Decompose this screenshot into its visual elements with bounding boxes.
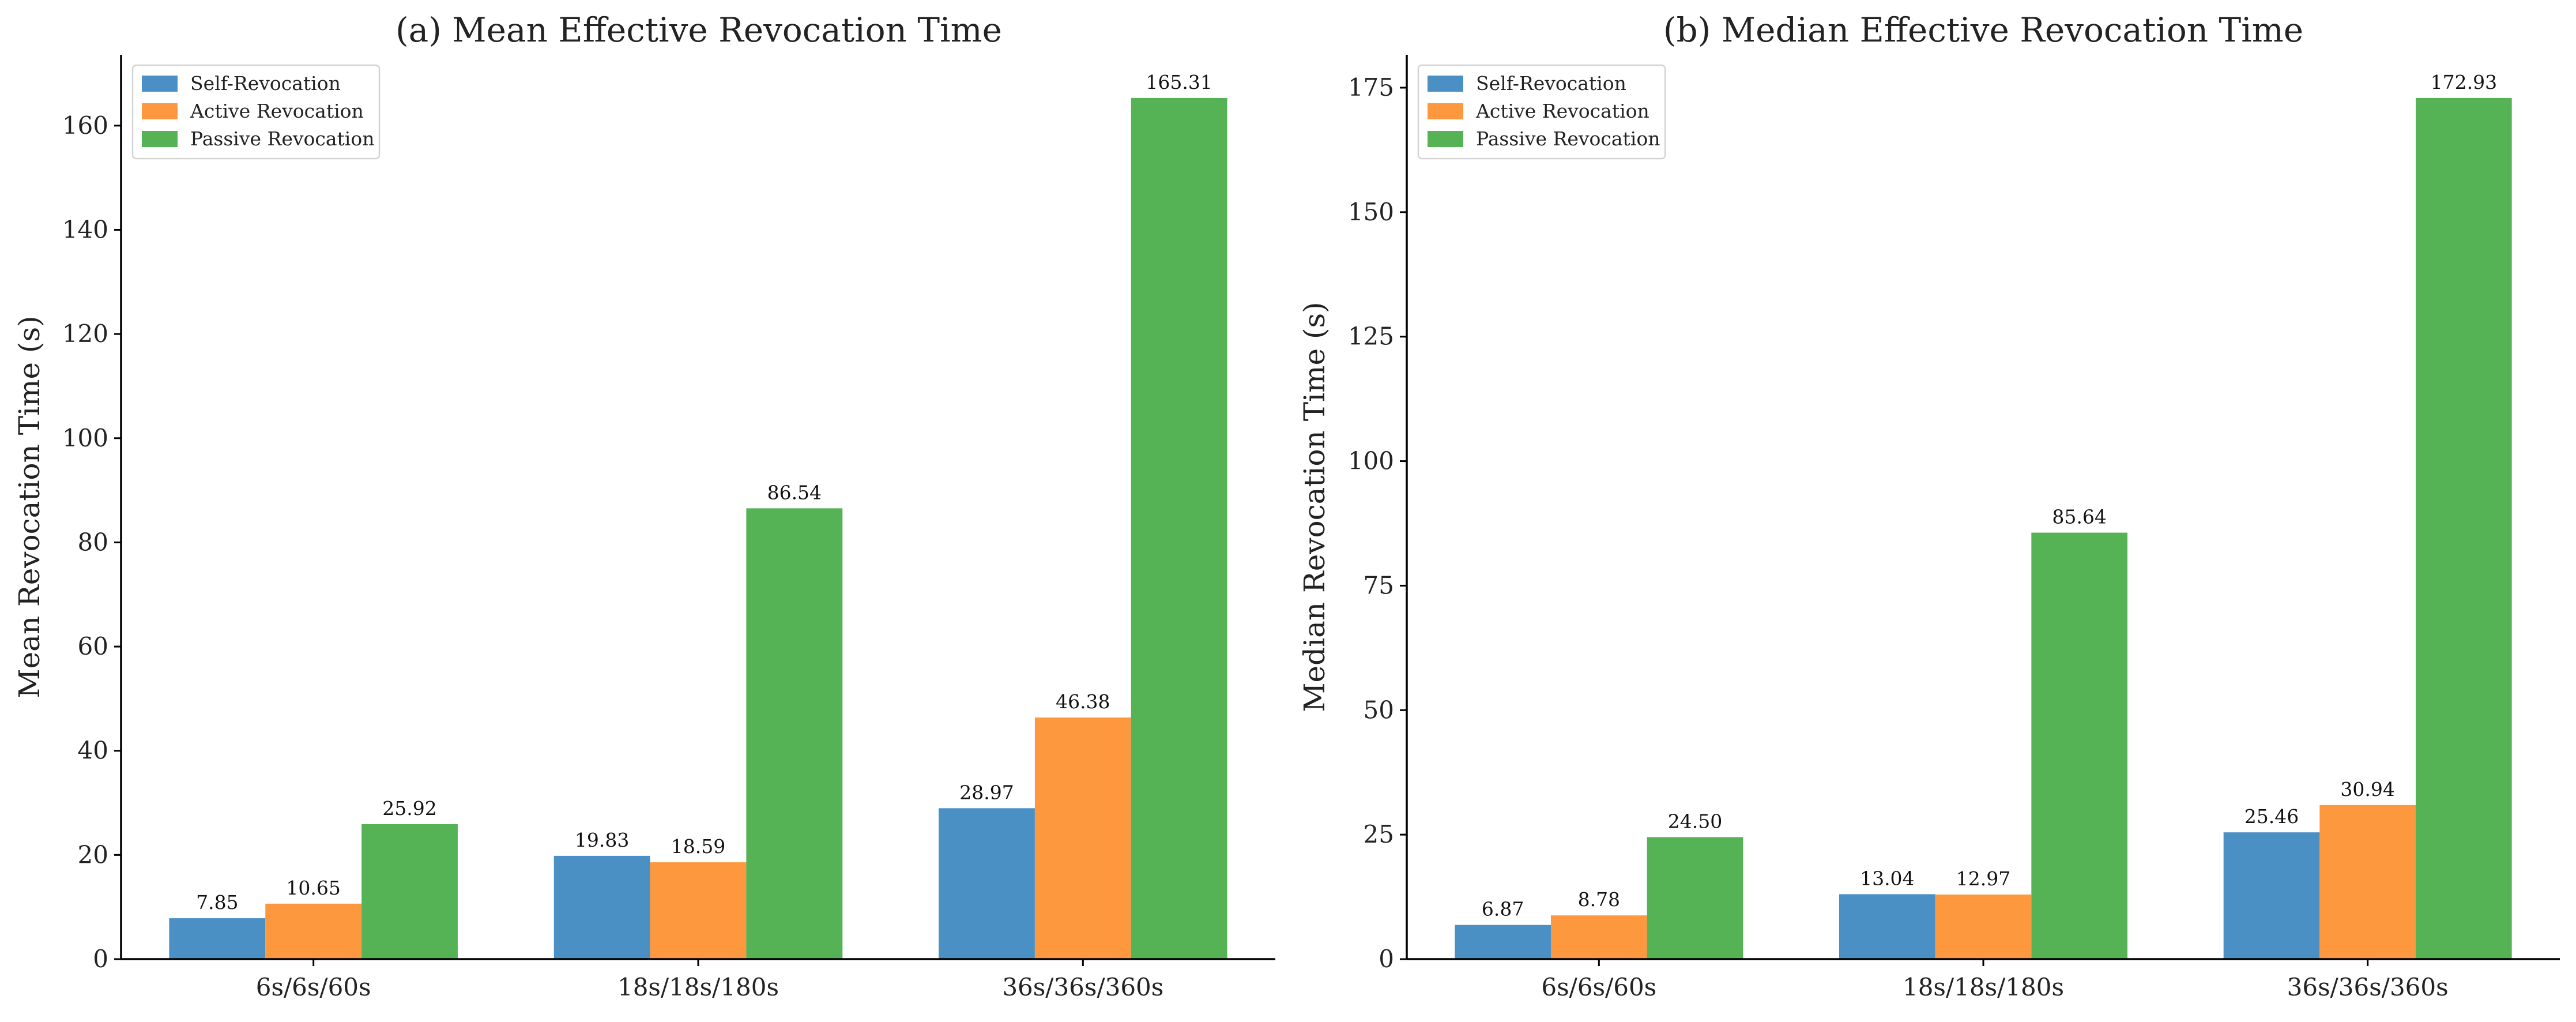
y-tick-label: 0 [93,945,108,973]
y-tick-label: 160 [62,111,108,140]
bar-value-label: 25.92 [382,797,436,820]
bar-value-label: 165.31 [1146,71,1212,93]
bar-self-revocation-6s-6s-60s [1455,925,1551,959]
bar-active-revocation-18s-18s-180s [1935,895,2032,959]
legend-label-self-revocation: Self-Revocation [190,72,341,95]
bar-value-label: 6.87 [1482,898,1524,920]
bar-value-label: 86.54 [767,481,822,504]
bar-self-revocation-6s-6s-60s [169,918,266,959]
y-tick-label: 40 [78,737,108,765]
y-tick-label: 20 [78,840,108,869]
bar-value-label: 85.64 [2052,506,2106,528]
y-tick-label: 0 [1379,945,1394,973]
bar-passive-revocation-36s-36s-360s [1131,97,1227,959]
bar-passive-revocation-36s-36s-360s [2416,97,2512,960]
x-tick-label: 18s/18s/180s [1903,973,2064,1001]
bar-value-label: 46.38 [1056,690,1110,713]
y-tick-label: 100 [1348,447,1394,475]
bar-value-label: 13.04 [1860,867,1914,889]
bar-value-label: 8.78 [1578,888,1620,911]
y-tick-label: 50 [1364,696,1394,724]
y-axis-label: Median Revocation Time (s) [1298,302,1331,712]
bar-passive-revocation-18s-18s-180s [2031,532,2127,959]
bar-active-revocation-6s-6s-60s [1551,915,1647,959]
bar-self-revocation-18s-18s-180s [1839,894,1935,959]
bar-active-revocation-36s-36s-360s [2319,805,2416,959]
legend-swatch-active-revocation [1428,103,1463,119]
x-tick-label: 6s/6s/60s [256,973,371,1001]
y-tick-label: 100 [62,424,108,452]
legend-swatch-passive-revocation [142,131,178,147]
chart-title: (a) Mean Effective Revocation Time [396,10,1002,50]
y-tick-label: 140 [62,215,108,243]
bar-active-revocation-6s-6s-60s [265,903,362,959]
chart-title: (b) Median Effective Revocation Time [1663,10,2303,50]
bar-passive-revocation-6s-6s-60s [1647,837,1743,959]
bar-value-label: 10.65 [286,877,340,899]
bar-value-label: 30.94 [2340,778,2394,801]
bar-value-label: 19.83 [575,829,629,851]
bar-value-label: 28.97 [959,781,1014,803]
x-tick-label: 36s/36s/360s [1002,973,1163,1001]
y-tick-label: 25 [1364,820,1394,848]
legend-box [131,64,381,160]
x-tick-label: 18s/18s/180s [617,973,779,1001]
bar-value-label: 24.50 [1668,810,1722,832]
legend-swatch-active-revocation [142,103,178,119]
legend-box [1417,64,1666,160]
x-tick-label: 36s/36s/360s [2287,973,2449,1001]
y-tick-label: 175 [1348,73,1394,102]
bar-self-revocation-36s-36s-360s [2223,832,2320,959]
bar-value-label: 25.46 [2244,805,2299,828]
chart-panel-median: (b) Median Effective Revocation Time Medi… [1298,10,2560,1001]
bar-self-revocation-36s-36s-360s [939,808,1035,959]
legend-label-passive-revocation: Passive Revocation [1476,127,1660,150]
bar-value-label: 7.85 [196,891,238,914]
chart-panel-mean: (a) Mean Effective Revocation Time Mean R… [13,10,1275,1001]
bar-value-label: 18.59 [671,835,725,858]
bar-active-revocation-18s-18s-180s [650,862,747,959]
y-tick-label: 60 [78,632,108,660]
bar-active-revocation-36s-36s-360s [1034,717,1131,959]
y-tick-label: 125 [1348,322,1394,351]
bar-passive-revocation-18s-18s-180s [746,508,843,959]
legend-label-self-revocation: Self-Revocation [1476,72,1626,95]
bar-self-revocation-18s-18s-180s [553,855,650,959]
bar-passive-revocation-6s-6s-60s [361,824,458,959]
legend-label-active-revocation: Active Revocation [190,100,364,122]
legend-swatch-self-revocation [1428,76,1463,92]
bar-value-label: 12.97 [1956,867,2010,890]
legend-label-passive-revocation: Passive Revocation [190,127,374,150]
x-tick-label: 6s/6s/60s [1541,973,1656,1001]
legend-label-active-revocation: Active Revocation [1475,100,1649,122]
y-tick-label: 150 [1348,198,1394,226]
legend-swatch-passive-revocation [1428,131,1463,147]
y-axis-label: Mean Revocation Time (s) [13,315,46,698]
y-tick-label: 80 [78,528,108,556]
y-tick-label: 120 [62,320,108,348]
legend-swatch-self-revocation [142,76,178,92]
y-tick-label: 75 [1364,571,1394,599]
bar-value-label: 172.93 [2431,71,2497,93]
